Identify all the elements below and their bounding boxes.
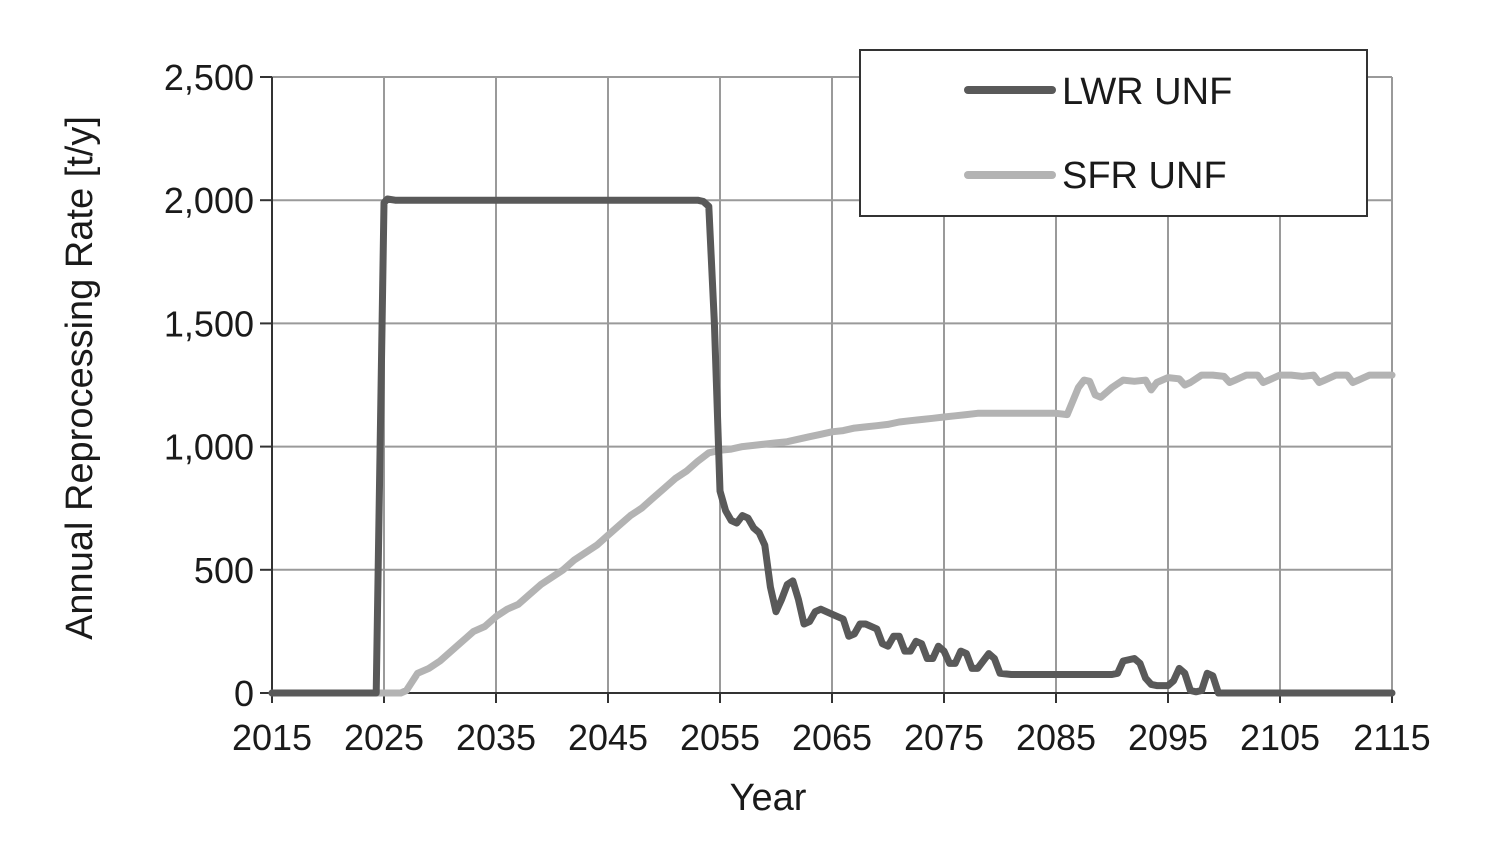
x-tick-label: 2095 [1128, 717, 1208, 758]
y-tick-label: 0 [234, 673, 254, 714]
y-tick-label: 500 [194, 550, 254, 591]
x-tick-label: 2115 [1353, 717, 1430, 758]
x-tick-label: 2035 [456, 717, 536, 758]
y-tick-label: 2,000 [164, 180, 254, 221]
x-tick-label: 2055 [680, 717, 760, 758]
x-tick-label: 2045 [568, 717, 648, 758]
x-tick-label: 2075 [904, 717, 984, 758]
series-layer [268, 195, 1396, 697]
legend-box [859, 49, 1368, 217]
x-axis-title: Year [730, 777, 807, 819]
y-axis-title: Annual Reprocessing Rate [t/y] [59, 116, 101, 640]
x-tick-label: 2015 [232, 717, 312, 758]
legend-label-lwr-unf: LWR UNF [1062, 71, 1232, 113]
x-tick-label: 2025 [344, 717, 424, 758]
x-tick-label: 2065 [792, 717, 872, 758]
legend: LWR UNF SFR UNF [859, 49, 1368, 217]
y-tick-label: 1,500 [164, 303, 254, 344]
x-tick-label: 2085 [1016, 717, 1096, 758]
series-line-sfr-unf [268, 371, 1396, 697]
x-tick-label: 2105 [1240, 717, 1320, 758]
y-tick-label: 2,500 [164, 57, 254, 98]
axis-layer: 2015 2025 2035 2045 2055 2065 2075 2085 2095 2105… [164, 57, 1431, 758]
series-line-lwr-unf [268, 195, 1396, 697]
y-tick-label: 1,000 [164, 427, 254, 468]
legend-label-sfr-unf: SFR UNF [1062, 155, 1227, 197]
